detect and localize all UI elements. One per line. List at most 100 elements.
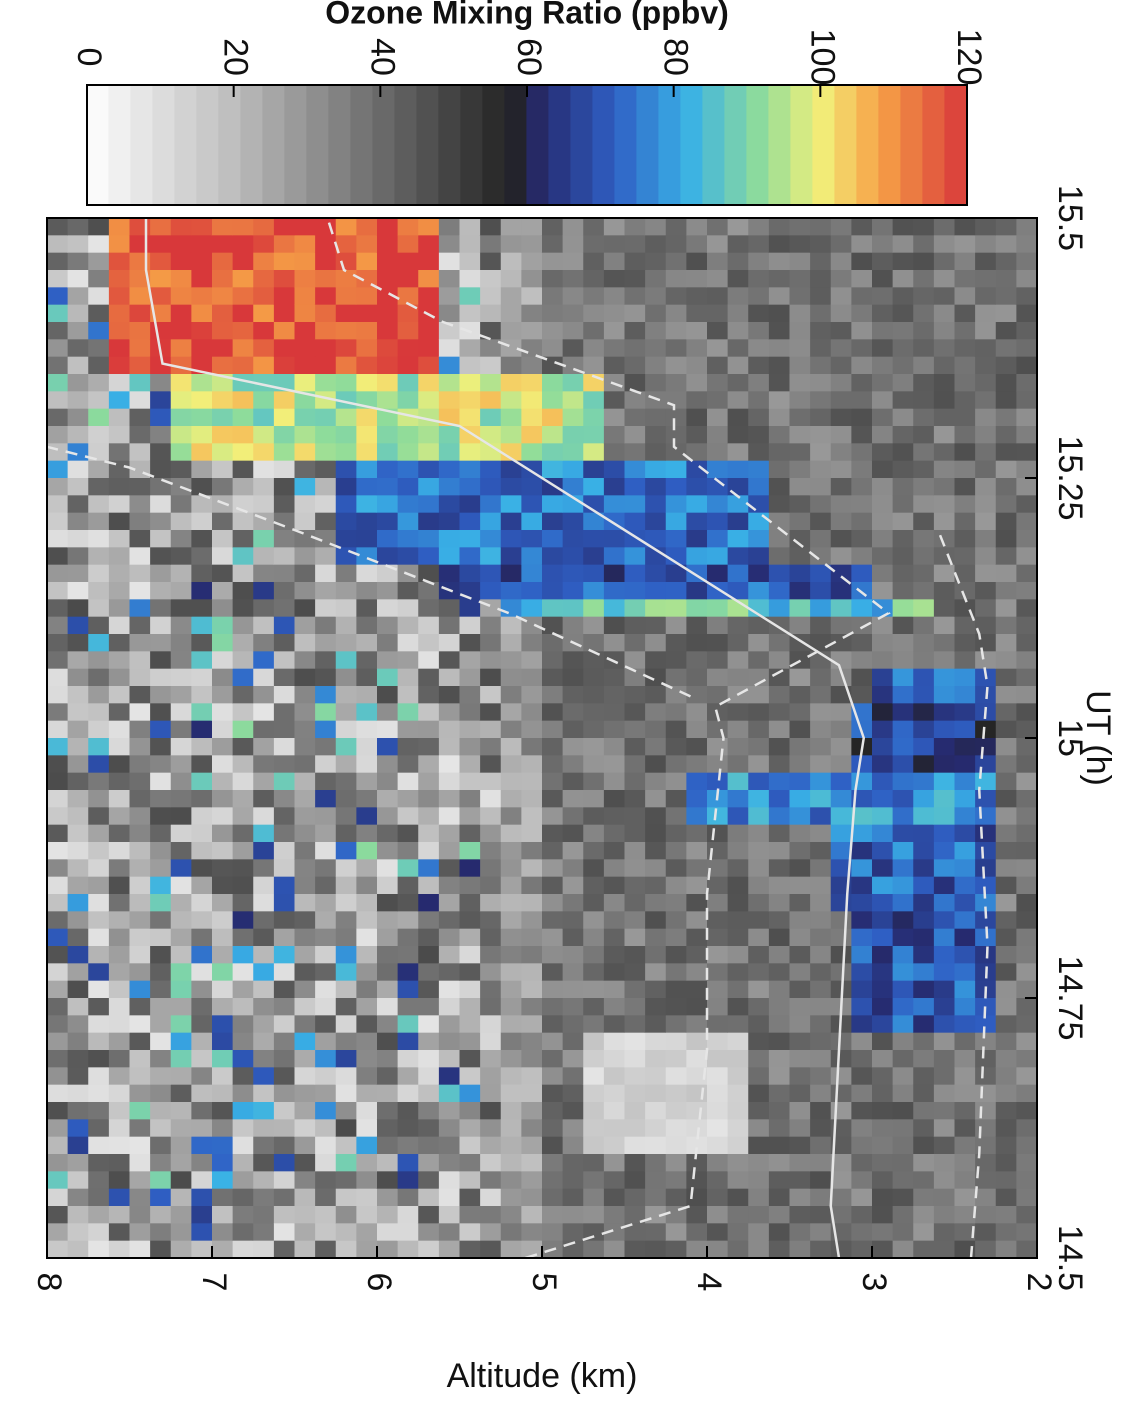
heatmap-cell bbox=[397, 893, 419, 912]
heatmap-cell bbox=[355, 1205, 377, 1224]
heatmap-cell bbox=[912, 616, 934, 634]
heatmap-cell bbox=[644, 356, 666, 374]
heatmap-cell bbox=[273, 252, 295, 270]
heatmap-cell bbox=[1015, 702, 1037, 721]
heatmap-cell bbox=[211, 304, 233, 322]
heatmap-cell bbox=[170, 858, 192, 877]
heatmap-cell bbox=[252, 1205, 274, 1224]
heatmap-cell bbox=[665, 633, 687, 652]
heatmap-cell bbox=[912, 997, 934, 1016]
heatmap-cell bbox=[335, 477, 357, 496]
heatmap-cell bbox=[67, 252, 89, 270]
heatmap-cell bbox=[788, 806, 811, 825]
heatmap-cell bbox=[747, 460, 769, 478]
heatmap-cell bbox=[809, 789, 831, 808]
heatmap-cell bbox=[211, 824, 233, 842]
colorbar-swatch bbox=[570, 85, 593, 205]
heatmap-cell bbox=[335, 1240, 357, 1258]
heatmap-cell bbox=[953, 1066, 976, 1085]
heatmap-cell bbox=[850, 668, 872, 686]
heatmap-cell bbox=[603, 1066, 625, 1085]
heatmap-cell bbox=[788, 564, 811, 582]
heatmap-cell bbox=[912, 494, 934, 513]
heatmap-cell bbox=[644, 668, 666, 686]
heatmap-cell bbox=[665, 234, 687, 253]
heatmap-cell bbox=[417, 356, 439, 374]
heatmap-cell bbox=[706, 893, 728, 912]
heatmap-cell bbox=[149, 1032, 171, 1050]
heatmap-cell bbox=[211, 806, 233, 825]
heatmap-cell bbox=[108, 581, 130, 600]
heatmap-cell bbox=[293, 841, 316, 860]
heatmap-cell bbox=[520, 962, 542, 981]
heatmap-cell bbox=[520, 1084, 542, 1102]
heatmap-cell bbox=[912, 945, 934, 964]
heatmap-cell bbox=[170, 1049, 192, 1068]
heatmap-cell bbox=[850, 1101, 872, 1120]
heatmap-cell bbox=[706, 1188, 728, 1206]
heatmap-cell bbox=[252, 529, 274, 548]
heatmap-cell bbox=[850, 598, 872, 617]
heatmap-cell bbox=[850, 841, 872, 860]
heatmap-cell bbox=[293, 997, 316, 1016]
heatmap-cell bbox=[706, 373, 728, 392]
heatmap-cell bbox=[458, 234, 481, 253]
heatmap-cell bbox=[149, 1066, 171, 1085]
heatmap-cell bbox=[892, 772, 914, 790]
heatmap-cell bbox=[273, 1240, 295, 1258]
heatmap-cell bbox=[974, 1101, 996, 1120]
heatmap-cell bbox=[252, 962, 274, 981]
heatmap-cell bbox=[108, 408, 130, 426]
heatmap-cell bbox=[933, 477, 955, 496]
heatmap-cell bbox=[479, 1049, 501, 1068]
heatmap-cell bbox=[335, 1205, 357, 1224]
heatmap-cell bbox=[562, 1118, 584, 1137]
heatmap-cell bbox=[582, 876, 604, 894]
heatmap-cell bbox=[582, 338, 604, 357]
heatmap-cell bbox=[232, 477, 254, 496]
heatmap-cell bbox=[128, 304, 151, 322]
heatmap-cell bbox=[665, 581, 687, 600]
heatmap-cell bbox=[355, 442, 377, 461]
heatmap-cell bbox=[252, 685, 274, 704]
heatmap-cell bbox=[87, 754, 109, 773]
heatmap-cell bbox=[603, 685, 625, 704]
x-tick-label: 15.5 bbox=[1051, 185, 1089, 251]
heatmap-cell bbox=[541, 1049, 563, 1068]
heatmap-cell bbox=[67, 338, 89, 357]
heatmap-cell bbox=[623, 997, 646, 1016]
heatmap-cell bbox=[706, 720, 728, 738]
boundary-line-dashed bbox=[936, 529, 989, 1259]
heatmap-cell bbox=[479, 789, 501, 808]
heatmap-cell bbox=[953, 1118, 976, 1137]
heatmap-cell bbox=[500, 858, 522, 877]
heatmap-cell bbox=[170, 928, 192, 946]
heatmap-cell bbox=[293, 598, 316, 617]
heatmap-cell bbox=[830, 928, 852, 946]
heatmap-cell bbox=[788, 1049, 811, 1068]
heatmap-cell bbox=[562, 980, 584, 998]
heatmap-cell bbox=[892, 1240, 914, 1258]
heatmap-cell bbox=[562, 217, 584, 236]
heatmap-cell bbox=[46, 1153, 68, 1172]
heatmap-cell bbox=[87, 1101, 109, 1120]
heatmap-cell bbox=[1015, 529, 1037, 548]
heatmap-cell bbox=[768, 633, 790, 652]
heatmap-cell bbox=[335, 546, 357, 565]
heatmap-cell bbox=[376, 1170, 398, 1189]
heatmap-cell bbox=[128, 373, 151, 392]
heatmap-cell bbox=[108, 477, 130, 496]
heatmap-cell bbox=[871, 390, 893, 409]
heatmap-cell bbox=[479, 772, 501, 790]
heatmap-cell bbox=[438, 702, 460, 721]
heatmap-cell bbox=[995, 217, 1017, 236]
heatmap-cell bbox=[355, 1188, 377, 1206]
heatmap-cell bbox=[685, 893, 707, 912]
heatmap-cell bbox=[293, 477, 316, 496]
heatmap-cell bbox=[912, 460, 934, 478]
heatmap-cell bbox=[252, 1014, 274, 1033]
heatmap-cell bbox=[108, 304, 130, 322]
heatmap-cell bbox=[376, 1066, 398, 1085]
heatmap-cell bbox=[108, 269, 130, 288]
heatmap-cell bbox=[108, 286, 130, 305]
